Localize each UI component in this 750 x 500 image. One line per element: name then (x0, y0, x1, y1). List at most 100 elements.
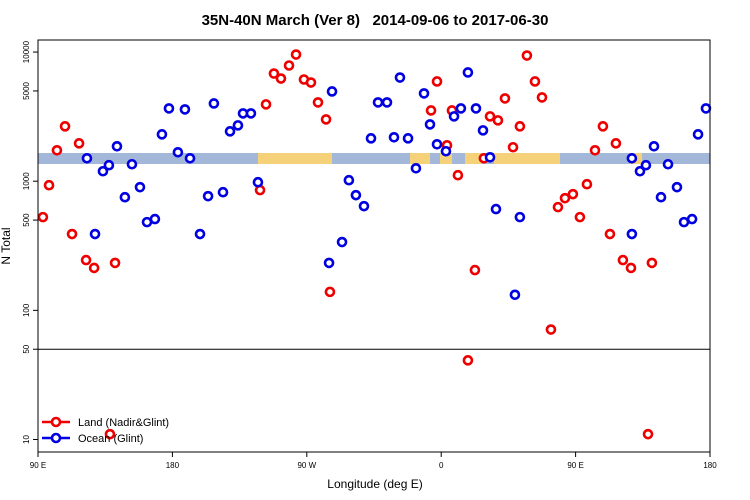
legend-label: Ocean (Glint) (78, 433, 143, 445)
data-point (410, 162, 422, 174)
data-point (431, 76, 443, 87)
data-point (477, 125, 489, 136)
data-point (589, 145, 601, 156)
data-point (290, 49, 302, 60)
data-point (470, 103, 482, 114)
data-point (462, 67, 474, 78)
data-point (452, 169, 464, 181)
data-point (104, 428, 116, 440)
x-tick-label: 90 W (297, 461, 316, 470)
legend-marker (50, 432, 62, 444)
data-point (545, 324, 557, 335)
data-point (462, 355, 474, 366)
data-point (283, 60, 295, 71)
data-point (252, 176, 264, 188)
data-point (686, 213, 698, 225)
data-point (448, 111, 460, 122)
data-point (597, 121, 609, 132)
data-point (320, 114, 332, 125)
data-point (490, 203, 502, 215)
data-point (440, 145, 452, 157)
data-point (536, 92, 548, 103)
data-point (59, 121, 71, 132)
data-point (134, 181, 146, 193)
data-point (245, 108, 257, 119)
data-point (388, 131, 400, 143)
data-point (692, 129, 704, 140)
plot-area (37, 49, 712, 440)
data-point (232, 120, 244, 131)
y-tick-label: 50 (22, 344, 31, 353)
data-point (323, 257, 335, 269)
land-band (258, 153, 332, 164)
plot-frame (37, 39, 711, 453)
y-tick-label: 100 (22, 303, 31, 317)
data-point (469, 264, 481, 276)
data-point (305, 77, 317, 88)
data-point (88, 262, 100, 274)
data-point (372, 97, 384, 108)
data-point (425, 105, 437, 116)
data-point (700, 103, 712, 114)
y-tick-label: 10 (22, 434, 31, 443)
legend-marker (50, 416, 62, 428)
data-point (431, 138, 443, 150)
data-point (156, 129, 168, 140)
data-point (552, 201, 564, 213)
data-point (224, 126, 236, 137)
data-point (350, 189, 362, 201)
data-point (111, 140, 123, 152)
data-point (326, 86, 338, 97)
data-point (268, 68, 280, 79)
data-point (194, 228, 206, 240)
data-point (43, 179, 55, 191)
x-tick-label: 180 (703, 461, 717, 470)
x-axis-label: Longitude (deg E) (327, 477, 422, 491)
data-point (559, 192, 571, 204)
y-tick-label: 500 (22, 213, 31, 227)
data-point (89, 228, 101, 240)
land-band (494, 153, 560, 164)
data-point (208, 98, 220, 109)
x-tick-label: 180 (166, 461, 180, 470)
data-point (581, 178, 593, 190)
y-tick-label: 10000 (22, 40, 31, 63)
data-point (610, 138, 622, 149)
data-point (109, 257, 121, 269)
data-point (402, 133, 414, 144)
data-point (648, 140, 660, 152)
data-point (66, 228, 78, 240)
data-point (126, 158, 138, 170)
data-point (574, 211, 586, 223)
legend-label: Land (Nadir&Glint) (78, 417, 169, 429)
chart-title: 35N-40N March (Ver 8) 2014-09-06 to 2017… (202, 12, 549, 29)
data-point (394, 72, 406, 83)
data-point (381, 97, 393, 108)
y-tick-label: 5000 (22, 81, 31, 99)
x-tick-label: 0 (439, 461, 444, 470)
data-point (484, 111, 496, 122)
data-point (455, 103, 467, 114)
data-point (103, 159, 115, 171)
data-point (97, 165, 109, 177)
land-band (440, 153, 452, 164)
land-mask-band (38, 153, 710, 164)
data-point (51, 145, 63, 156)
data-point (625, 262, 637, 274)
data-point (509, 289, 521, 301)
land-band (465, 153, 482, 164)
land-band (410, 153, 430, 164)
data-point (275, 73, 287, 84)
data-point (163, 103, 175, 114)
data-point (172, 146, 184, 158)
data-point (634, 165, 646, 177)
data-point (671, 181, 683, 193)
data-point (149, 213, 161, 225)
data-point (73, 138, 85, 149)
data-point (626, 228, 638, 240)
data-point (484, 151, 496, 163)
y-axis-label: N Total (0, 227, 13, 264)
data-point (343, 174, 355, 186)
